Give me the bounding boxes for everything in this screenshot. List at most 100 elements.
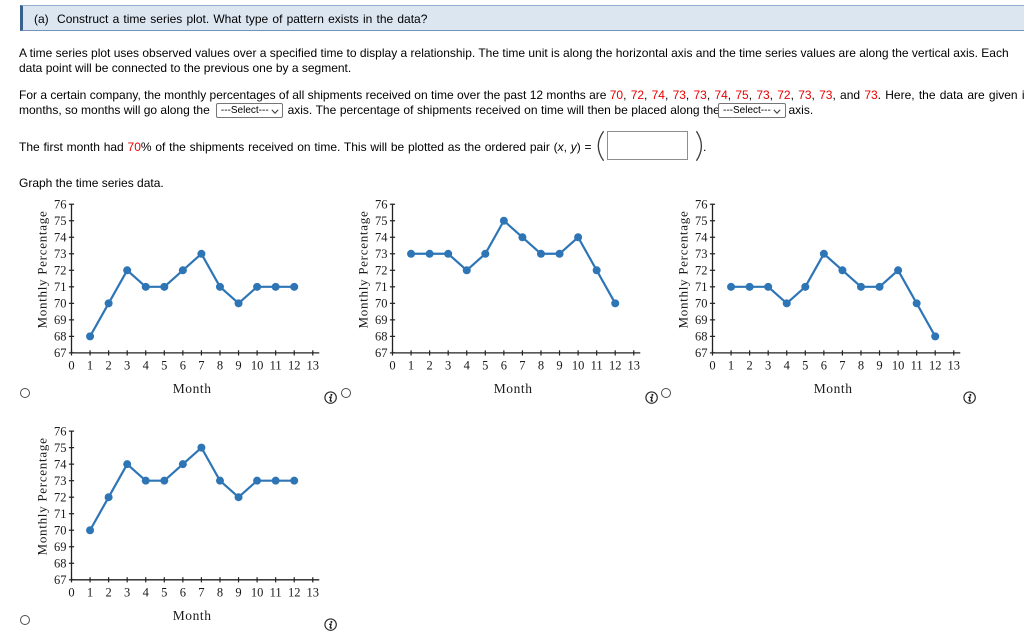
svg-text:8: 8 xyxy=(537,359,543,373)
svg-text:0: 0 xyxy=(68,359,74,373)
svg-text:73: 73 xyxy=(54,247,67,261)
svg-text:11: 11 xyxy=(590,359,602,373)
svg-text:Month: Month xyxy=(493,381,532,396)
svg-text:74: 74 xyxy=(375,230,388,244)
svg-text:76: 76 xyxy=(54,197,67,211)
svg-text:Monthly Percentage: Monthly Percentage xyxy=(676,211,691,329)
svg-text:68: 68 xyxy=(695,330,708,344)
svg-text:7: 7 xyxy=(198,359,204,373)
svg-text:3: 3 xyxy=(765,359,771,373)
svg-text:13: 13 xyxy=(307,585,320,599)
svg-text:74: 74 xyxy=(54,457,67,471)
svg-text:71: 71 xyxy=(695,280,708,294)
svg-text:0: 0 xyxy=(709,359,715,373)
svg-text:2: 2 xyxy=(105,359,111,373)
svg-text:9: 9 xyxy=(235,359,241,373)
svg-text:74: 74 xyxy=(54,230,67,244)
svg-text:4: 4 xyxy=(143,359,150,373)
svg-text:70: 70 xyxy=(695,297,708,311)
svg-text:10: 10 xyxy=(571,359,584,373)
svg-text:8: 8 xyxy=(217,585,223,599)
svg-text:13: 13 xyxy=(948,359,961,373)
svg-text:70: 70 xyxy=(375,297,388,311)
svg-text:9: 9 xyxy=(556,359,562,373)
svg-text:4: 4 xyxy=(463,359,470,373)
svg-text:73: 73 xyxy=(695,247,708,261)
svg-text:71: 71 xyxy=(54,507,67,521)
svg-text:68: 68 xyxy=(375,330,388,344)
svg-text:0: 0 xyxy=(68,585,74,599)
svg-text:75: 75 xyxy=(54,441,67,455)
svg-text:5: 5 xyxy=(161,359,167,373)
svg-text:8: 8 xyxy=(217,359,223,373)
svg-text:11: 11 xyxy=(270,585,282,599)
svg-text:72: 72 xyxy=(54,490,67,504)
svg-text:7: 7 xyxy=(839,359,845,373)
svg-text:10: 10 xyxy=(251,585,264,599)
svg-text:5: 5 xyxy=(802,359,808,373)
svg-text:6: 6 xyxy=(180,359,186,373)
svg-text:72: 72 xyxy=(695,264,708,278)
svg-text:70: 70 xyxy=(54,297,67,311)
svg-text:2: 2 xyxy=(746,359,752,373)
svg-text:7: 7 xyxy=(198,585,204,599)
svg-text:75: 75 xyxy=(54,214,67,228)
svg-text:11: 11 xyxy=(270,359,282,373)
svg-text:5: 5 xyxy=(482,359,488,373)
svg-text:13: 13 xyxy=(307,359,320,373)
svg-text:74: 74 xyxy=(695,230,708,244)
svg-text:5: 5 xyxy=(161,585,167,599)
svg-text:3: 3 xyxy=(445,359,451,373)
svg-text:2: 2 xyxy=(105,585,111,599)
svg-text:12: 12 xyxy=(929,359,942,373)
svg-text:72: 72 xyxy=(375,264,388,278)
svg-text:69: 69 xyxy=(54,540,67,554)
svg-text:Month: Month xyxy=(173,608,212,623)
svg-text:75: 75 xyxy=(375,214,388,228)
svg-text:12: 12 xyxy=(608,359,621,373)
svg-text:4: 4 xyxy=(784,359,791,373)
svg-text:69: 69 xyxy=(375,313,388,327)
svg-text:Month: Month xyxy=(814,381,853,396)
svg-text:72: 72 xyxy=(54,264,67,278)
svg-text:67: 67 xyxy=(375,346,388,360)
svg-text:6: 6 xyxy=(180,585,186,599)
svg-text:68: 68 xyxy=(54,556,67,570)
svg-text:8: 8 xyxy=(858,359,864,373)
svg-text:10: 10 xyxy=(251,359,264,373)
svg-text:76: 76 xyxy=(375,197,388,211)
svg-text:6: 6 xyxy=(821,359,827,373)
svg-text:6: 6 xyxy=(500,359,506,373)
svg-text:67: 67 xyxy=(54,346,67,360)
svg-text:71: 71 xyxy=(54,280,67,294)
svg-text:1: 1 xyxy=(87,359,93,373)
svg-text:Month: Month xyxy=(173,381,212,396)
svg-text:1: 1 xyxy=(87,585,93,599)
svg-text:10: 10 xyxy=(892,359,905,373)
svg-text:11: 11 xyxy=(911,359,923,373)
svg-text:12: 12 xyxy=(288,359,301,373)
svg-text:70: 70 xyxy=(54,523,67,537)
svg-text:Monthly Percentage: Monthly Percentage xyxy=(35,437,50,555)
svg-text:3: 3 xyxy=(124,585,130,599)
svg-text:69: 69 xyxy=(54,313,67,327)
svg-text:9: 9 xyxy=(235,585,241,599)
svg-text:1: 1 xyxy=(728,359,734,373)
svg-text:73: 73 xyxy=(54,474,67,488)
svg-text:1: 1 xyxy=(407,359,413,373)
svg-text:67: 67 xyxy=(54,573,67,587)
svg-text:4: 4 xyxy=(143,585,150,599)
svg-text:68: 68 xyxy=(54,330,67,344)
svg-text:Monthly Percentage: Monthly Percentage xyxy=(355,211,370,329)
svg-text:71: 71 xyxy=(375,280,388,294)
svg-text:0: 0 xyxy=(389,359,395,373)
svg-text:7: 7 xyxy=(519,359,525,373)
svg-text:Monthly Percentage: Monthly Percentage xyxy=(35,211,50,329)
svg-text:2: 2 xyxy=(426,359,432,373)
svg-text:12: 12 xyxy=(288,585,301,599)
svg-text:3: 3 xyxy=(124,359,130,373)
svg-text:75: 75 xyxy=(695,214,708,228)
svg-text:13: 13 xyxy=(627,359,640,373)
svg-text:73: 73 xyxy=(375,247,388,261)
svg-text:76: 76 xyxy=(695,197,708,211)
